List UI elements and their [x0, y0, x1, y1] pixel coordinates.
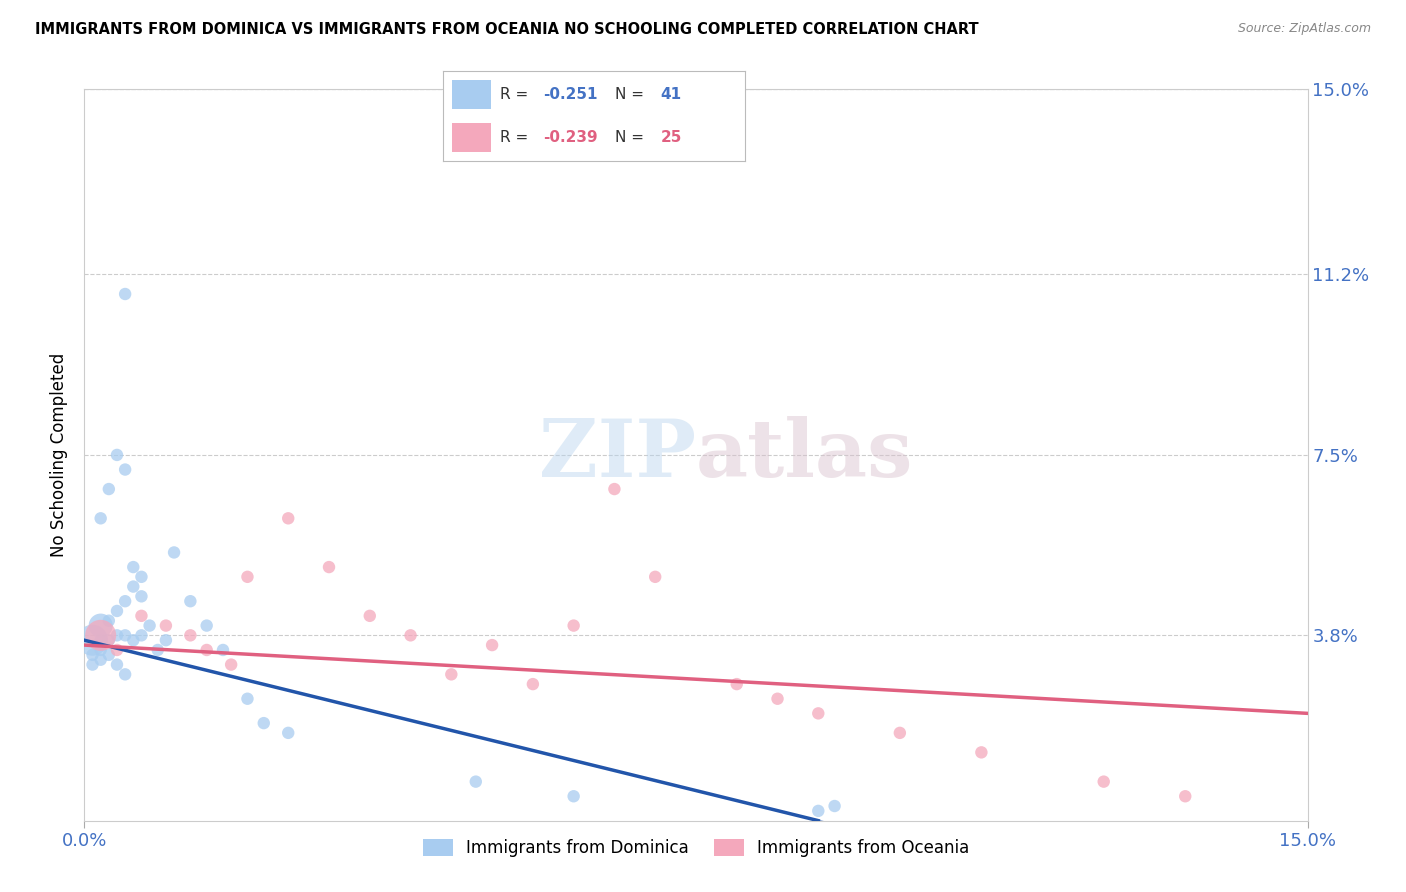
Text: 25: 25	[661, 130, 682, 145]
Point	[359, 608, 381, 623]
Point	[212, 643, 235, 657]
Text: Source: ZipAtlas.com: Source: ZipAtlas.com	[1237, 22, 1371, 36]
Point	[105, 448, 128, 462]
Point	[82, 648, 104, 662]
Text: ZIP: ZIP	[538, 416, 696, 494]
Point	[970, 745, 993, 759]
Point	[90, 511, 112, 525]
Point	[82, 633, 104, 648]
Point	[97, 482, 120, 496]
Point	[179, 594, 201, 608]
Point	[562, 618, 585, 632]
Text: atlas: atlas	[696, 416, 914, 494]
Point	[399, 628, 422, 642]
Point	[253, 716, 276, 731]
Point	[807, 804, 830, 818]
Point	[114, 667, 136, 681]
Point	[179, 628, 201, 642]
Point	[114, 462, 136, 476]
Text: IMMIGRANTS FROM DOMINICA VS IMMIGRANTS FROM OCEANIA NO SCHOOLING COMPLETED CORRE: IMMIGRANTS FROM DOMINICA VS IMMIGRANTS F…	[35, 22, 979, 37]
Point	[236, 691, 259, 706]
Text: R =: R =	[501, 87, 533, 102]
Point	[562, 789, 585, 804]
Bar	[451, 123, 491, 152]
Point	[603, 482, 626, 496]
Point	[464, 774, 486, 789]
Point	[1092, 774, 1115, 789]
Point	[90, 643, 112, 657]
Point	[277, 726, 299, 740]
Point	[97, 633, 120, 648]
Point	[105, 628, 128, 642]
Point	[131, 570, 153, 584]
Text: N =: N =	[616, 87, 650, 102]
Point	[155, 633, 177, 648]
Text: R =: R =	[501, 130, 533, 145]
Text: -0.251: -0.251	[543, 87, 598, 102]
Point	[114, 594, 136, 608]
Point	[318, 560, 340, 574]
Y-axis label: No Schooling Completed: No Schooling Completed	[51, 353, 69, 557]
Point	[807, 706, 830, 721]
Text: -0.239: -0.239	[543, 130, 598, 145]
Point	[195, 643, 218, 657]
Point	[277, 511, 299, 525]
Point	[97, 614, 120, 628]
Point	[195, 618, 218, 632]
Point	[236, 570, 259, 584]
Point	[440, 667, 463, 681]
Point	[766, 691, 789, 706]
Point	[114, 287, 136, 301]
Point	[105, 643, 128, 657]
Point	[219, 657, 242, 672]
Point	[725, 677, 748, 691]
Point	[122, 560, 145, 574]
Text: 41: 41	[661, 87, 682, 102]
Point	[644, 570, 666, 584]
Point	[131, 628, 153, 642]
Point	[90, 653, 112, 667]
Point	[114, 628, 136, 642]
Point	[122, 580, 145, 594]
Point	[131, 590, 153, 604]
Point	[131, 608, 153, 623]
Point	[90, 633, 112, 648]
Point	[105, 657, 128, 672]
Point	[82, 657, 104, 672]
Point	[163, 545, 186, 559]
Point	[90, 618, 112, 632]
Point	[90, 628, 112, 642]
Bar	[451, 80, 491, 109]
Point	[824, 799, 846, 814]
Point	[122, 633, 145, 648]
Point	[889, 726, 911, 740]
Point	[97, 648, 120, 662]
Text: N =: N =	[616, 130, 650, 145]
Legend: Immigrants from Dominica, Immigrants from Oceania: Immigrants from Dominica, Immigrants fro…	[416, 832, 976, 863]
Point	[146, 643, 169, 657]
Point	[1174, 789, 1197, 804]
Point	[105, 604, 128, 618]
Point	[138, 618, 160, 632]
Point	[522, 677, 544, 691]
Point	[481, 638, 503, 652]
Point	[155, 618, 177, 632]
